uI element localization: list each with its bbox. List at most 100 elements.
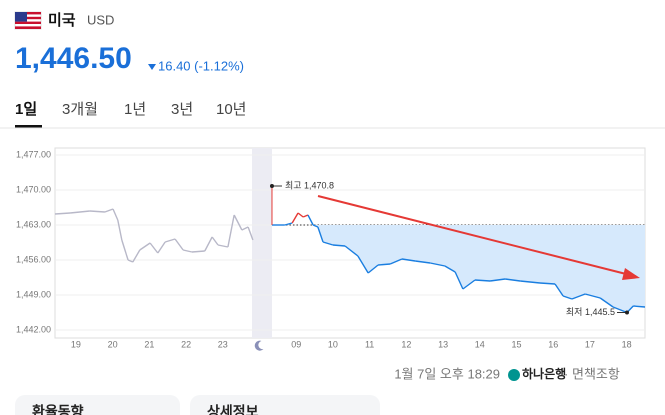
- down-arrow: [148, 64, 156, 70]
- line-segment: [247, 226, 254, 241]
- y-tick-label: 1,470.00: [16, 184, 51, 194]
- line-segment: [241, 226, 249, 231]
- annotation-dot: [269, 184, 274, 188]
- card[interactable]: [190, 395, 380, 415]
- line-segment: [571, 293, 586, 300]
- line-segment: [132, 249, 141, 263]
- annotation: 최고 1,470.8: [285, 180, 334, 190]
- y-tick-label: 1,442.00: [16, 324, 51, 334]
- tab[interactable]: 10년: [216, 101, 247, 118]
- line-segment: [633, 305, 646, 308]
- x-tick-label: 16: [548, 339, 558, 349]
- x-tick-label: 10: [328, 339, 338, 349]
- area: [271, 225, 645, 313]
- x-tick-label: 17: [585, 339, 595, 349]
- card-title[interactable]: 환율동향: [32, 404, 84, 415]
- currency: USD: [87, 12, 114, 27]
- line-segment: [121, 239, 129, 261]
- line-segment: [367, 264, 379, 274]
- x-tick-label: 09: [291, 339, 301, 349]
- line-segment: [389, 258, 403, 265]
- tab-underline: [15, 125, 42, 128]
- x-tick-label: 12: [401, 339, 411, 349]
- line-segment: [474, 279, 491, 282]
- line-segment: [378, 263, 391, 266]
- card[interactable]: [15, 395, 180, 415]
- line-segment: [462, 279, 476, 290]
- line-segment: [312, 224, 319, 228]
- x-tick-label: 20: [108, 339, 118, 349]
- x-tick-label: 18: [622, 339, 632, 349]
- disclaimer[interactable]: 면책조항: [572, 366, 620, 381]
- line-segment: [520, 280, 541, 284]
- line-segment: [599, 297, 614, 308]
- line-segment: [489, 278, 506, 282]
- line-segment: [430, 262, 446, 267]
- line-segment: [117, 219, 123, 241]
- x-tick-label: 22: [181, 339, 191, 349]
- flag: [14, 11, 42, 30]
- line-segment: [302, 214, 309, 218]
- x-tick-label: 21: [144, 339, 154, 349]
- line-segment: [227, 214, 235, 248]
- line-segment: [454, 271, 464, 290]
- annotation: 최저 1,445.5: [566, 307, 615, 317]
- line-segment: [415, 260, 431, 264]
- line-segment: [174, 238, 184, 251]
- chart: 1,442.00 1,449.00 1,456.00 1,463.00 1,470.00…: [16, 149, 646, 351]
- line-segment: [104, 208, 114, 213]
- trend-arrow: [317, 195, 640, 280]
- separator: ·: [564, 366, 568, 381]
- country: 미국: [48, 12, 76, 29]
- line-segment: [554, 283, 564, 297]
- line-segment: [357, 255, 369, 274]
- x-tick-label: 13: [438, 339, 448, 349]
- tab[interactable]: 1년: [124, 101, 146, 118]
- line-segment: [612, 306, 628, 314]
- y-tick-label: 1,463.00: [16, 219, 51, 229]
- line-segment: [401, 258, 416, 262]
- price: 1,446.50: [15, 42, 132, 75]
- line-segment: [444, 265, 456, 273]
- y-tick-label: 1,477.00: [16, 149, 51, 159]
- line-segment: [539, 282, 556, 285]
- line-segment: [322, 241, 334, 246]
- line-segment: [584, 293, 601, 299]
- x-tick-label: 11: [365, 339, 374, 349]
- tabs: 1일 3개월 1년 3년 10년: [15, 101, 247, 128]
- line-segment: [317, 226, 324, 243]
- change: 16.40 (-1.12%): [158, 58, 244, 73]
- tab[interactable]: 1일: [15, 101, 37, 118]
- line-segment: [69, 210, 90, 214]
- line-segment: [157, 241, 166, 254]
- card-title[interactable]: 상세정보: [207, 404, 259, 415]
- bank-logo: [508, 369, 520, 381]
- line-segment: [211, 236, 219, 246]
- bank: 하나은행: [522, 366, 566, 381]
- x-tick-label: 19: [71, 339, 81, 349]
- tab[interactable]: 3개월: [62, 101, 98, 118]
- y-tick-label: 1,456.00: [16, 254, 51, 264]
- update-time: 1월 7일 오후 18:29: [394, 366, 500, 381]
- line-segment: [149, 242, 159, 254]
- line-segment: [191, 250, 205, 253]
- line-segment: [54, 212, 71, 215]
- x-tick-label: 23: [218, 339, 228, 349]
- night-band: [252, 148, 272, 338]
- line-segment: [112, 208, 119, 221]
- line-segment: [233, 214, 243, 231]
- y-tick-label: 1,449.00: [16, 289, 51, 299]
- line-segment: [505, 278, 521, 282]
- line-segment: [139, 242, 151, 251]
- line-segment: [562, 295, 573, 300]
- annotation-dot: [625, 310, 630, 315]
- line-segment: [344, 245, 359, 257]
- line-segment: [297, 212, 304, 218]
- line-segment: [182, 249, 193, 253]
- moon-icon: [254, 340, 264, 351]
- x-tick-label: 14: [475, 339, 485, 349]
- line-segment: [307, 214, 314, 226]
- line-segment: [217, 244, 229, 248]
- tab[interactable]: 3년: [171, 101, 193, 118]
